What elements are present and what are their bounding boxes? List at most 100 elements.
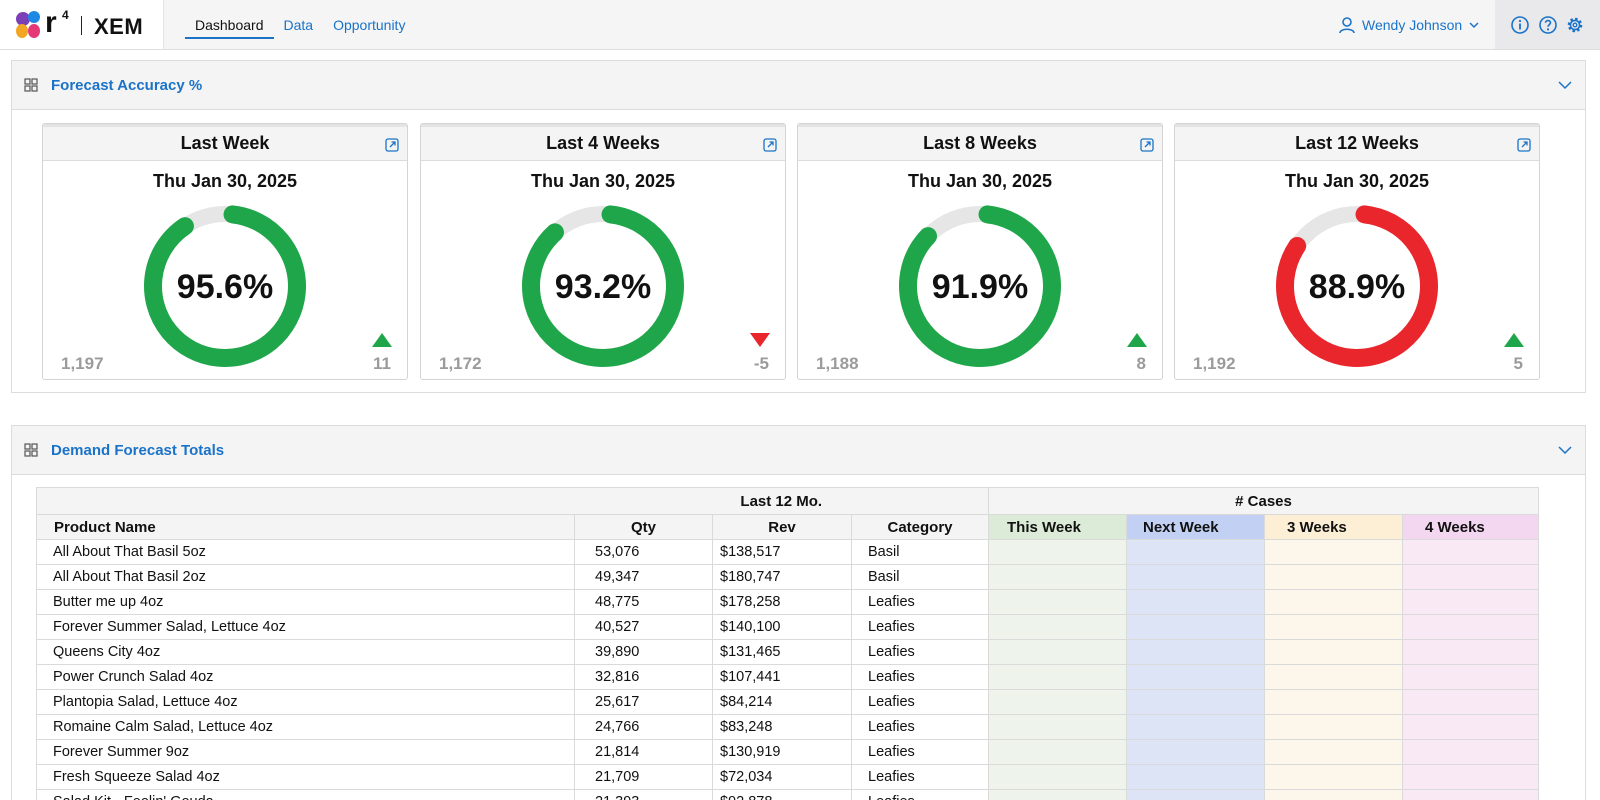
settings-icon[interactable] <box>1565 15 1585 35</box>
three-weeks-cell[interactable] <box>1264 564 1403 590</box>
table-row[interactable]: All About That Basil 5oz 53,076 $138,517 Ba… <box>36 539 1539 565</box>
user-icon <box>1339 17 1355 34</box>
nav-data[interactable]: Data <box>283 17 314 33</box>
next-week-cell[interactable] <box>1126 614 1265 640</box>
table-row[interactable]: All About That Basil 2oz 49,347 $180,747 Ba… <box>36 564 1539 590</box>
rev-cell: $138,517 <box>712 539 852 565</box>
nav-dashboard[interactable]: Dashboard <box>185 0 274 39</box>
next-week-cell[interactable] <box>1126 789 1265 800</box>
table-row[interactable]: Power Crunch Salad 4oz 32,816 $107,441 Leaf… <box>36 664 1539 690</box>
this-week-cell[interactable] <box>988 789 1127 800</box>
table-row[interactable]: Fresh Squeeze Salad 4oz 21,709 $72,034 Leaf… <box>36 764 1539 790</box>
three-weeks-cell[interactable] <box>1264 789 1403 800</box>
rev-cell: $83,248 <box>712 714 852 740</box>
info-icon[interactable] <box>1510 15 1530 35</box>
gauge-arc <box>899 205 1061 367</box>
next-week-cell[interactable] <box>1126 764 1265 790</box>
four-weeks-cell[interactable] <box>1402 564 1539 590</box>
qty-cell: 39,890 <box>574 639 713 665</box>
this-week-cell[interactable] <box>988 539 1127 565</box>
three-weeks-cell[interactable] <box>1264 664 1403 690</box>
next-week-cell[interactable] <box>1126 589 1265 615</box>
logo-superscript: 4 <box>62 8 69 22</box>
next-week-cell[interactable] <box>1126 664 1265 690</box>
this-week-cell[interactable] <box>988 614 1127 640</box>
table-row[interactable]: Romaine Calm Salad, Lettuce 4oz 24,766 $83… <box>36 714 1539 740</box>
nav-opportunity[interactable]: Opportunity <box>333 17 406 33</box>
col-header-product[interactable]: Product Name <box>36 514 575 540</box>
three-weeks-cell[interactable] <box>1264 689 1403 715</box>
four-weeks-cell[interactable] <box>1402 664 1539 690</box>
brand-logo[interactable]: r 4 XEM <box>0 0 164 49</box>
group-header-cases: # Cases <box>988 487 1539 515</box>
rev-cell: $178,258 <box>712 589 852 615</box>
table-row[interactable]: Forever Summer 9oz 21,814 $130,919 Leafies <box>36 739 1539 765</box>
four-weeks-cell[interactable] <box>1402 714 1539 740</box>
qty-cell: 48,775 <box>574 589 713 615</box>
table-row[interactable]: Salad Kit - Feelin' Gouda21,393$92,878Le… <box>36 789 1539 800</box>
rev-cell: $140,100 <box>712 614 852 640</box>
collapse-chevron-icon[interactable] <box>1557 443 1573 457</box>
four-weeks-cell[interactable] <box>1402 639 1539 665</box>
table-row[interactable]: Butter me up 4oz 48,775 $178,258 Leafies <box>36 589 1539 615</box>
next-week-cell[interactable] <box>1126 639 1265 665</box>
four-weeks-cell[interactable] <box>1402 589 1539 615</box>
help-icon[interactable] <box>1538 15 1558 35</box>
four-weeks-cell[interactable] <box>1402 764 1539 790</box>
demand-forecast-table: Last 12 Mo. # Cases Product Name Qty Rev… <box>36 487 1539 800</box>
four-weeks-cell[interactable] <box>1402 614 1539 640</box>
this-week-cell[interactable] <box>988 764 1127 790</box>
four-weeks-cell[interactable] <box>1402 689 1539 715</box>
col-header-next-week[interactable]: Next Week <box>1126 514 1265 540</box>
three-weeks-cell[interactable] <box>1264 589 1403 615</box>
card-count: 1,188 <box>816 354 859 373</box>
gauge-value: 88.9% <box>1309 268 1405 306</box>
three-weeks-cell[interactable] <box>1264 614 1403 640</box>
expand-icon[interactable] <box>385 138 399 152</box>
three-weeks-cell[interactable] <box>1264 539 1403 565</box>
product-cell: Butter me up 4oz <box>36 589 575 615</box>
next-week-cell[interactable] <box>1126 564 1265 590</box>
col-header-3-weeks[interactable]: 3 Weeks <box>1264 514 1403 540</box>
table-row[interactable]: Plantopia Salad, Lettuce 4oz 25,617 $84,21… <box>36 689 1539 715</box>
col-header-rev[interactable]: Rev <box>712 514 852 540</box>
three-weeks-cell[interactable] <box>1264 739 1403 765</box>
trend-down-icon <box>750 333 770 347</box>
product-cell: All About That Basil 2oz <box>36 564 575 590</box>
col-header-qty[interactable]: Qty <box>574 514 713 540</box>
next-week-cell[interactable] <box>1126 689 1265 715</box>
table-row[interactable]: Forever Summer Salad, Lettuce 4oz 40,527 $… <box>36 614 1539 640</box>
card-count: 1,197 <box>61 354 104 373</box>
this-week-cell[interactable] <box>988 689 1127 715</box>
this-week-cell[interactable] <box>988 564 1127 590</box>
col-header-category[interactable]: Category <box>851 514 989 540</box>
three-weeks-cell[interactable] <box>1264 764 1403 790</box>
next-week-cell[interactable] <box>1126 739 1265 765</box>
this-week-cell[interactable] <box>988 589 1127 615</box>
next-week-cell[interactable] <box>1126 714 1265 740</box>
col-header-this-week[interactable]: This Week <box>988 514 1127 540</box>
next-week-cell[interactable] <box>1126 539 1265 565</box>
this-week-cell[interactable] <box>988 664 1127 690</box>
this-week-cell[interactable] <box>988 714 1127 740</box>
four-weeks-cell[interactable] <box>1402 739 1539 765</box>
category-cell: Leafies <box>851 789 989 800</box>
expand-icon[interactable] <box>763 138 777 152</box>
category-cell: Leafies <box>851 764 989 790</box>
card-count: 1,172 <box>439 354 482 373</box>
table-row[interactable]: Queens City 4oz 39,890 $131,465 Leafies <box>36 639 1539 665</box>
four-weeks-cell[interactable] <box>1402 539 1539 565</box>
four-weeks-cell[interactable] <box>1402 789 1539 800</box>
collapse-chevron-icon[interactable] <box>1557 78 1573 92</box>
expand-icon[interactable] <box>1140 138 1154 152</box>
user-name: Wendy Johnson <box>1362 17 1463 33</box>
user-menu[interactable]: Wendy Johnson <box>1338 16 1480 34</box>
expand-icon[interactable] <box>1517 138 1531 152</box>
card-header: Last 8 Weeks <box>798 124 1162 161</box>
this-week-cell[interactable] <box>988 739 1127 765</box>
three-weeks-cell[interactable] <box>1264 639 1403 665</box>
col-header-4-weeks[interactable]: 4 Weeks <box>1402 514 1539 540</box>
this-week-cell[interactable] <box>988 639 1127 665</box>
rev-cell: $107,441 <box>712 664 852 690</box>
three-weeks-cell[interactable] <box>1264 714 1403 740</box>
